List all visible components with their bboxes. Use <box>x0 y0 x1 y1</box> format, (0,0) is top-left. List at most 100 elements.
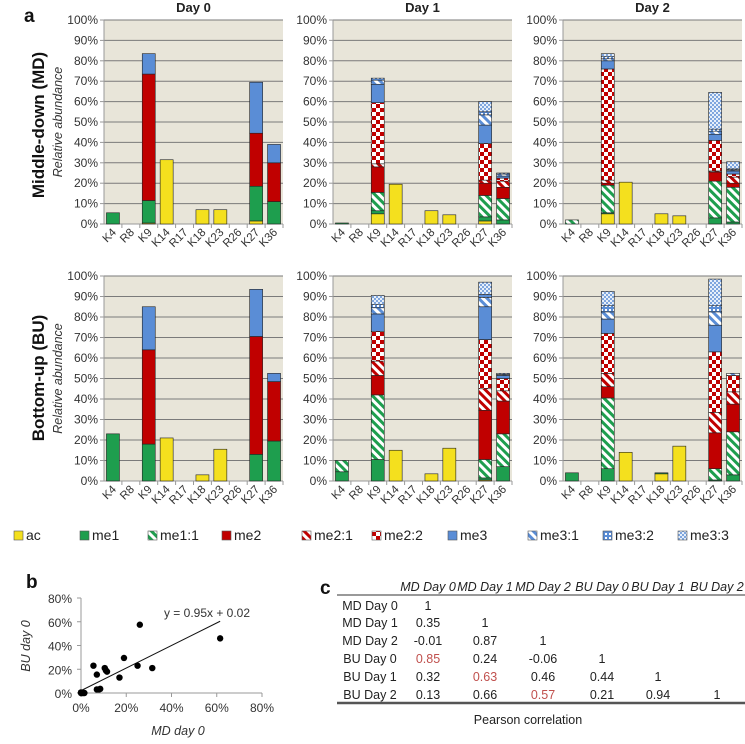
bar-segment-ac <box>424 473 439 482</box>
bar-segment-ac <box>600 213 615 225</box>
y-tick-label: 60% <box>303 351 327 365</box>
bar-segment-me1 <box>249 185 263 222</box>
y-tick-label: 30% <box>303 156 327 170</box>
table-row-label: BU Day 0 <box>343 652 397 666</box>
x-tick-label: R8 <box>347 484 366 503</box>
bar-segment-me3 <box>708 324 722 353</box>
row-label-bu: Bottom-up (BU) <box>29 315 48 442</box>
y-tick-label: 40% <box>303 135 327 149</box>
bar-segment-me3 <box>708 133 722 141</box>
y-tick-label: 80% <box>303 310 327 324</box>
x-tick-label: K4 <box>330 226 349 245</box>
bar-segment-me2 <box>478 409 492 460</box>
x-tick-label: K4 <box>101 226 120 245</box>
y-tick-label: 20% <box>303 433 327 447</box>
y-tick-label: 20% <box>48 663 72 677</box>
x-tick-label: 80% <box>250 701 274 715</box>
legend-label: ac <box>26 527 41 543</box>
table-cell: 0.87 <box>473 634 497 648</box>
y-tick-label: 50% <box>74 115 98 129</box>
table-cell: -0.06 <box>529 652 558 666</box>
table-cell: 1 <box>482 616 489 630</box>
legend-label: me1:1 <box>160 527 199 543</box>
bar-segment-me1 <box>335 222 349 225</box>
legend-label: me2:1 <box>314 527 353 543</box>
y-tick-label: 0% <box>540 217 558 231</box>
table-cell: 0.46 <box>531 670 555 684</box>
bar-segment-ac <box>442 214 457 225</box>
table-row-label: BU Day 2 <box>343 688 397 702</box>
legend-label: me1 <box>92 527 119 543</box>
bar-segment-me3 <box>141 53 156 75</box>
legend-swatch <box>447 530 458 541</box>
bar-segment-me3 <box>267 373 281 382</box>
bar-segment-me1-1 <box>708 468 722 481</box>
bar-segment-ac <box>388 183 403 225</box>
y-tick-label: 10% <box>533 454 557 468</box>
y-tick-label: 60% <box>74 351 98 365</box>
bar-segment-me3-2 <box>478 111 492 116</box>
legend-item: me2:1 <box>301 527 353 543</box>
bar-segment-me1-1 <box>726 431 740 476</box>
table-column-header: BU Day 2 <box>690 580 744 594</box>
panel-title: Day 0 <box>176 0 211 15</box>
bar-segment-ac <box>478 220 492 225</box>
table-row-label: MD Day 2 <box>342 634 398 648</box>
legend-swatch <box>221 530 232 541</box>
bar-segment-me2 <box>600 386 615 399</box>
bar-segment-me2-1 <box>600 179 615 184</box>
bar-segment-me2-1 <box>478 179 492 184</box>
bar-segment-me2-2 <box>726 375 740 393</box>
legend-label: me3:1 <box>540 527 579 543</box>
legend-swatch <box>677 530 688 541</box>
scatter-point <box>77 689 85 696</box>
x-tick-label: K4 <box>560 226 579 245</box>
bar-segment-me1 <box>106 212 120 225</box>
legend-item: me2:2 <box>371 527 423 543</box>
y-tick-label: 20% <box>74 176 98 190</box>
y-tick-label: 100% <box>67 13 98 27</box>
legend-swatch <box>79 530 90 541</box>
bar-segment-ac <box>654 213 669 225</box>
bar-segment-me3-1 <box>370 79 385 85</box>
y-tick-label: 100% <box>296 269 327 283</box>
bar-segment-me1-1 <box>600 184 615 214</box>
y-tick-label: 70% <box>533 331 557 345</box>
bar-segment-me3-1 <box>496 173 510 177</box>
bar-segment-me2 <box>249 336 263 455</box>
table-cell: 1 <box>655 670 662 684</box>
y-tick-label: 90% <box>303 33 327 47</box>
scatter-point <box>134 662 141 669</box>
bar-segment-me1 <box>141 200 156 224</box>
bar-segment-me1-1 <box>370 192 385 212</box>
bar-segment-ac <box>213 448 228 482</box>
y-tick-label: 30% <box>74 413 98 427</box>
y-tick-label: 50% <box>303 115 327 129</box>
y-tick-label: 100% <box>67 269 98 283</box>
bar-segment-me2-2 <box>370 102 385 165</box>
legend-item: me3:3 <box>677 527 729 543</box>
bar-segment-me3 <box>496 375 510 379</box>
bar-segment-me2 <box>267 162 281 202</box>
bar-segment-me3-2 <box>600 305 615 313</box>
y-tick-label: 80% <box>533 54 557 68</box>
table-cell: 1 <box>714 688 721 702</box>
x-tick-label: K36 <box>716 484 739 507</box>
y-tick-label: 50% <box>533 372 557 386</box>
bar-segment-me1 <box>496 219 510 225</box>
bar-segment-me2 <box>726 182 740 188</box>
table-cell: 0.57 <box>531 688 555 702</box>
scatter-point <box>103 668 111 675</box>
panel-letter-a: a <box>24 6 35 27</box>
table-cell: 0.13 <box>416 688 440 702</box>
bar-segment-me1-1 <box>478 195 492 218</box>
y-tick-label: 90% <box>303 290 327 304</box>
y-tick-label: 80% <box>48 592 72 606</box>
bar-segment-me2-1 <box>478 388 492 411</box>
bar-segment-me2-2 <box>708 351 722 413</box>
bar-segment-me1 <box>600 468 615 482</box>
table-row: MD Day 1 0.35 1 <box>342 616 488 630</box>
bar-segment-ac <box>249 220 263 225</box>
bar-segment-me3-1 <box>708 130 722 135</box>
table-cell: 1 <box>540 634 547 648</box>
